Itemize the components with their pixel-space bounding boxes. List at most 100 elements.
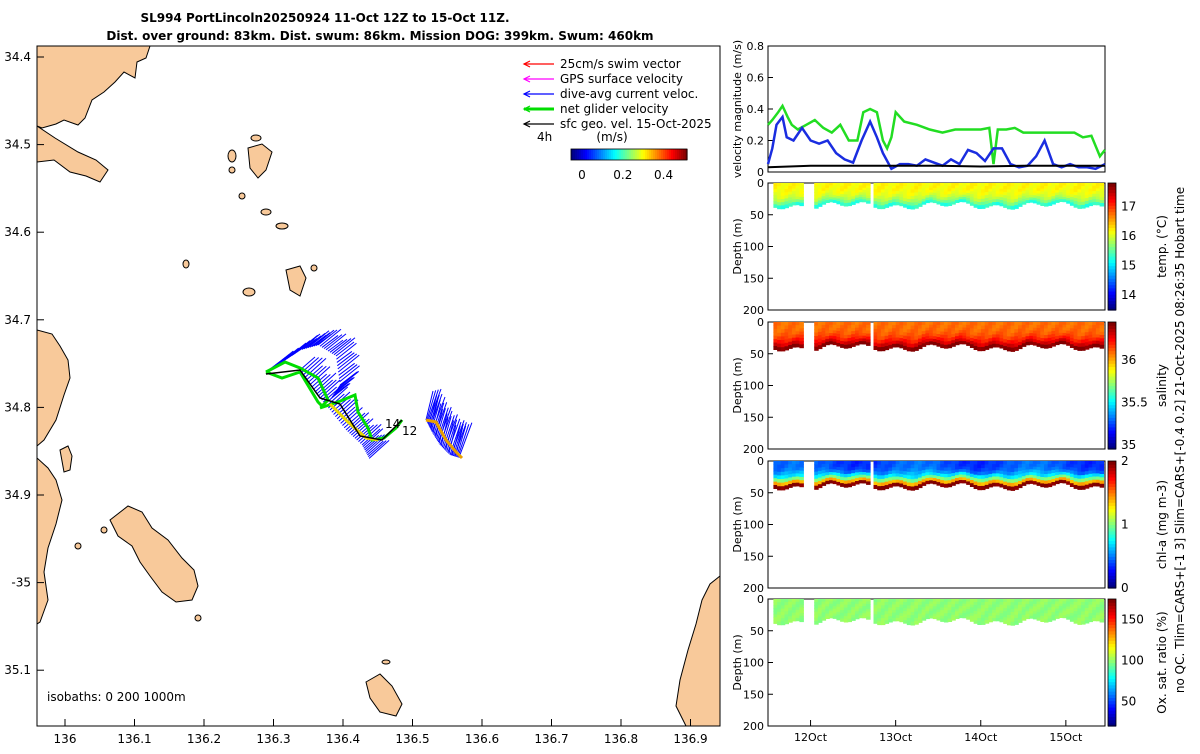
section-colorbar-cell — [1108, 297, 1116, 302]
section-cell — [777, 192, 782, 197]
section-cell — [966, 330, 971, 335]
section-cell — [1025, 603, 1030, 607]
section-cell — [981, 471, 986, 476]
section-cell — [784, 195, 789, 199]
section-cell — [873, 339, 878, 344]
section-cell — [862, 322, 867, 326]
section-cell — [862, 192, 867, 196]
section-colorbar-cell — [1108, 214, 1116, 219]
section-cell — [892, 199, 897, 203]
section-cell — [1073, 478, 1079, 483]
section-cell — [947, 473, 953, 478]
section-cell — [880, 621, 886, 626]
section-cell — [836, 472, 841, 477]
section-cell — [884, 620, 890, 624]
section-cell — [925, 330, 930, 334]
net-glider-track — [265, 360, 330, 409]
section-cell — [1044, 322, 1049, 326]
section-cell — [903, 464, 908, 469]
section-cell — [1077, 608, 1082, 613]
section-colorbar-cell — [1108, 284, 1116, 289]
current-vector — [319, 379, 341, 399]
section-colorbar-cell — [1108, 562, 1116, 567]
section-cell — [1073, 204, 1079, 208]
section-cell — [1066, 466, 1071, 471]
section-cell — [1003, 614, 1008, 618]
section-cell — [910, 196, 916, 200]
section-cell — [1044, 613, 1049, 617]
section-cell — [932, 339, 938, 343]
section-cell — [895, 607, 901, 611]
section-cell — [780, 189, 786, 194]
section-cell — [906, 464, 912, 469]
section-cell — [1077, 183, 1082, 187]
section-cell — [843, 610, 849, 614]
section-cell — [1066, 193, 1071, 197]
section-cell — [847, 194, 852, 198]
section-cell — [1092, 464, 1097, 468]
section-cell — [1003, 602, 1008, 606]
legend-label: sfc geo. vel. 15-Oct-2025 — [560, 117, 712, 131]
section-cell — [799, 610, 804, 614]
section-cell — [969, 328, 975, 333]
section-cell — [1055, 330, 1060, 334]
section-cell — [1051, 325, 1056, 329]
section-cell — [940, 199, 945, 204]
section-cell — [873, 201, 878, 205]
section-cell — [1084, 325, 1090, 330]
section-cell — [1073, 328, 1079, 333]
section-cell — [992, 196, 997, 200]
section-cell — [981, 186, 986, 190]
section-cell — [817, 200, 823, 204]
section-cell — [829, 335, 834, 339]
section-cell — [791, 470, 797, 475]
section-cell — [1021, 470, 1027, 474]
section-cell — [866, 195, 871, 199]
section-cell — [877, 336, 882, 341]
section-cell — [903, 342, 908, 347]
section-cell — [1006, 192, 1012, 197]
section-cell — [840, 604, 845, 608]
section-cell — [1003, 322, 1008, 326]
section-colorbar-cell — [1108, 684, 1116, 689]
section-cell — [884, 605, 890, 609]
section-cell — [1021, 464, 1027, 468]
section-cell — [784, 467, 789, 472]
section-colorbar-cell — [1108, 656, 1116, 660]
section-cell — [1018, 197, 1023, 202]
section-cell — [791, 325, 797, 329]
section-cell — [873, 183, 878, 187]
section-cell — [1047, 344, 1053, 349]
section-cell — [984, 325, 990, 330]
section-cell — [1073, 608, 1079, 612]
section-cell — [981, 329, 986, 334]
section-cell — [1084, 467, 1090, 472]
section-cell — [866, 611, 871, 615]
section-cell — [825, 608, 830, 612]
section-cell — [988, 461, 993, 465]
section-cell — [906, 336, 912, 341]
section-cell — [832, 338, 838, 343]
section-cell — [1062, 615, 1067, 619]
section-cell — [932, 475, 938, 479]
section-ytick-label: 150 — [743, 550, 764, 563]
section-cell — [843, 619, 849, 623]
section-colorbar-cell — [1108, 527, 1116, 532]
section-cell — [1095, 612, 1101, 616]
section-cell — [921, 322, 927, 326]
section-cell — [932, 197, 938, 201]
section-cell — [1029, 333, 1034, 337]
section-cell — [1051, 612, 1056, 616]
section-cell — [1014, 332, 1019, 337]
section-cell — [940, 334, 945, 339]
section-cell — [999, 322, 1004, 326]
section-cell — [906, 198, 912, 203]
section-cell — [1006, 475, 1012, 480]
section-cell — [777, 482, 782, 487]
section-cell — [951, 614, 956, 618]
section-cell — [817, 607, 823, 612]
section-cell — [855, 197, 860, 201]
section-cell — [832, 333, 838, 337]
section-cell — [773, 346, 778, 350]
